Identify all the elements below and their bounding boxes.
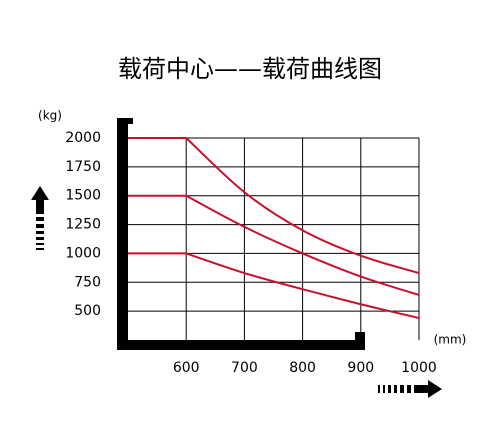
x-tick-label: 800 xyxy=(289,360,316,376)
y-tick-label: 2000 xyxy=(65,130,101,146)
x-unit: (mm) xyxy=(434,333,467,347)
y-tick-label: 1000 xyxy=(65,245,101,261)
y-tick-label: 500 xyxy=(74,303,101,319)
load-curve xyxy=(128,194,420,296)
x-tick-label: 1000 xyxy=(401,360,437,376)
y-tick-label: 1750 xyxy=(65,159,101,175)
up-arrow xyxy=(31,186,49,250)
y-tick-label: 1500 xyxy=(65,188,101,204)
load-curve xyxy=(128,252,420,320)
y-tick-label: 1250 xyxy=(65,217,101,233)
load-curve xyxy=(128,137,420,275)
frame xyxy=(117,118,365,350)
curves xyxy=(128,137,420,320)
x-tick-label: 600 xyxy=(173,360,200,376)
x-tick-label: 700 xyxy=(231,360,258,376)
x-tick-label: 900 xyxy=(347,360,374,376)
chart-title: 载荷中心——载荷曲线图 xyxy=(118,55,382,83)
y-unit: (kg) xyxy=(38,109,62,123)
y-tick-label: 750 xyxy=(74,274,101,290)
grid xyxy=(128,137,420,340)
right-arrow xyxy=(378,380,442,398)
